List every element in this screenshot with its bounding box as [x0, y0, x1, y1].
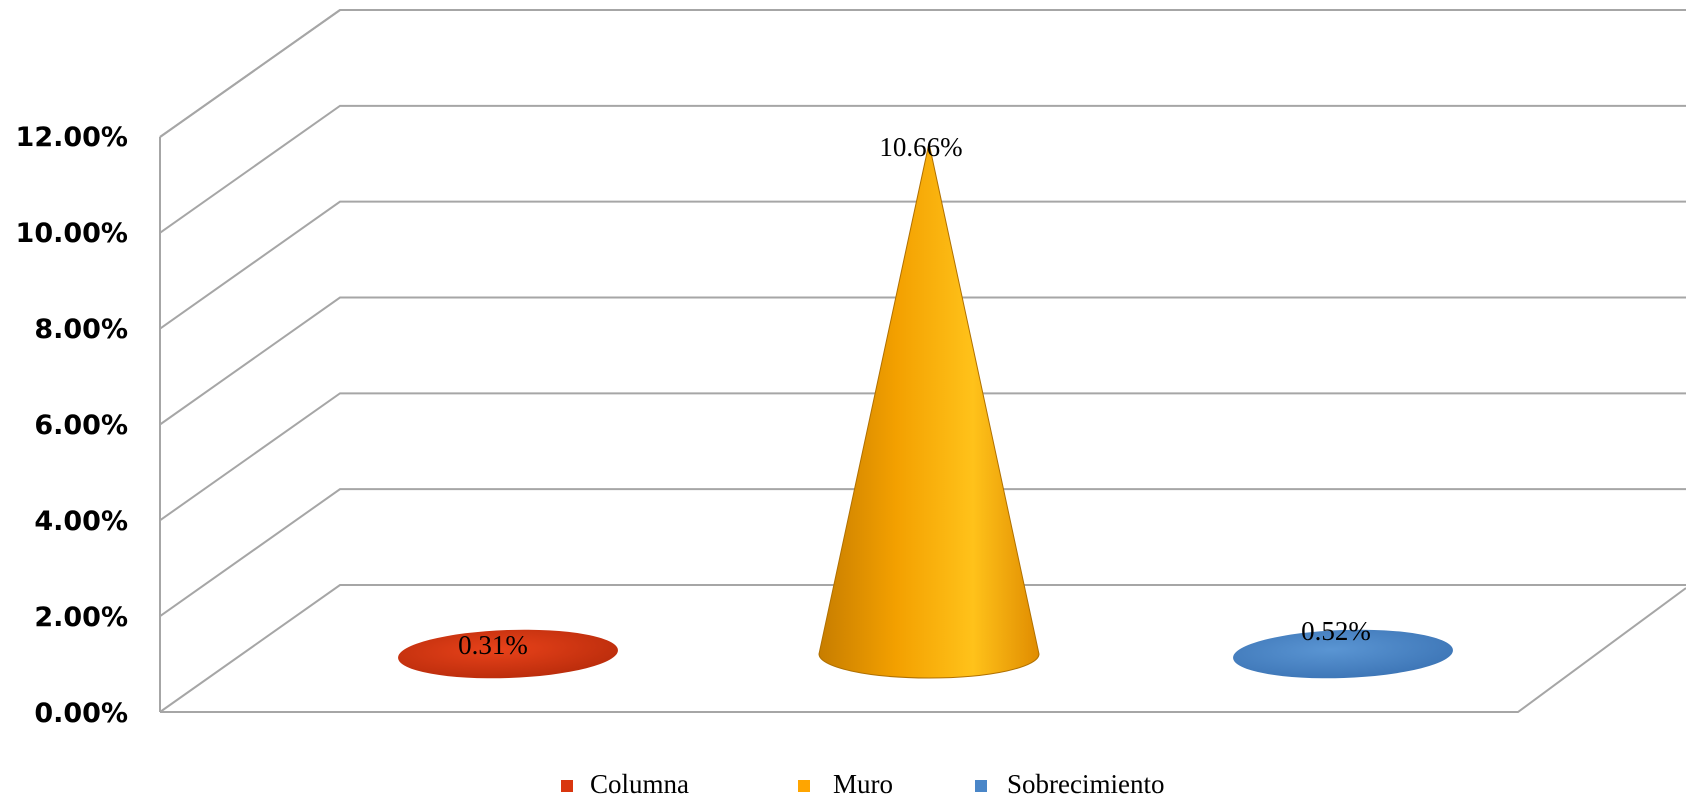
y-tick-label: 2.00% — [34, 602, 128, 633]
gridline — [159, 488, 1686, 617]
legend-label-muro: Muro — [833, 769, 893, 799]
gridline — [159, 296, 1686, 426]
legend-swatch-sobrecimiento — [975, 780, 987, 792]
data-labels: 0.31% 10.66% 0.52% — [458, 132, 1371, 660]
cone-columna — [398, 629, 618, 679]
y-tick-label: 0.00% — [34, 698, 128, 729]
legend: Columna Muro Sobrecimiento — [561, 769, 1164, 799]
data-label-columna: 0.31% — [458, 630, 528, 660]
y-tick-label: 12.00% — [16, 122, 128, 153]
y-axis-ticks: 0.00% 2.00% 4.00% 6.00% 8.00% 10.00% 12.… — [16, 122, 128, 729]
floor-front-edge — [160, 587, 1686, 713]
y-tick-label: 6.00% — [34, 410, 128, 441]
gridline — [159, 9, 1686, 138]
legend-label-columna: Columna — [590, 769, 689, 799]
data-series — [398, 143, 1453, 679]
legend-label-sobrecimiento: Sobrecimiento — [1007, 769, 1164, 799]
gridline — [159, 392, 1686, 522]
cone-sobrecimiento — [1233, 629, 1453, 679]
legend-swatch-columna — [561, 780, 573, 792]
y-tick-label: 8.00% — [34, 314, 128, 345]
gridline — [159, 200, 1686, 330]
y-tick-label: 4.00% — [34, 506, 128, 537]
gridlines — [159, 9, 1686, 713]
cone-columna-base — [398, 629, 618, 679]
cone-sobrecimiento-base — [1233, 629, 1453, 679]
cone-muro-body — [818, 143, 1040, 679]
legend-swatch-muro — [798, 780, 810, 792]
gridline — [159, 104, 1686, 234]
cone-muro — [818, 143, 1040, 679]
data-label-muro: 10.66% — [879, 132, 962, 162]
y-tick-label: 10.00% — [16, 218, 128, 249]
gridline — [159, 584, 1686, 713]
data-label-sobrecimiento: 0.52% — [1301, 616, 1371, 646]
